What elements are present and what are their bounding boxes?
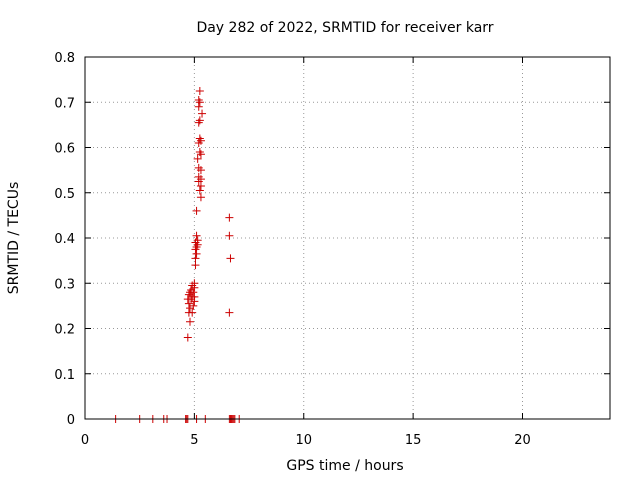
data-point <box>192 243 201 252</box>
data-point <box>195 98 204 107</box>
x-tick-label: 0 <box>81 433 89 448</box>
data-point <box>196 193 205 202</box>
plot-frame <box>84 56 611 420</box>
data-point <box>225 308 234 317</box>
x-tick-label: 20 <box>514 433 531 448</box>
data-point <box>194 102 203 111</box>
data-point <box>192 206 201 215</box>
y-axis-ticks: 0 0.1 0.2 0.3 0.4 0.5 0.6 0.7 0.8 <box>54 51 610 428</box>
data-point <box>191 254 200 263</box>
data-point <box>190 292 199 301</box>
y-tick-label: 0.5 <box>54 187 75 202</box>
data-point <box>192 249 201 258</box>
data-point <box>194 95 203 104</box>
data-point <box>192 231 201 240</box>
y-tick-label: 0.4 <box>54 232 75 247</box>
data-point <box>195 86 204 95</box>
data-point <box>196 175 205 184</box>
x-tick-label: 5 <box>190 433 198 448</box>
data-point <box>184 299 193 308</box>
data-point <box>189 301 198 310</box>
chart-title: Day 282 of 2022, SRMTID for receiver kar… <box>196 20 493 36</box>
data-point <box>194 172 203 181</box>
data-point <box>196 181 205 190</box>
y-tick-label: 0.8 <box>54 51 75 66</box>
data-point <box>194 118 203 127</box>
y-tick-label: 0 <box>67 413 75 428</box>
y-axis-label: SRMTID / TECUs <box>6 182 22 295</box>
y-tick-label: 0.6 <box>54 142 75 157</box>
y-tick-label: 0.2 <box>54 323 75 338</box>
x-tick-label: 10 <box>295 433 312 448</box>
data-point <box>191 261 200 270</box>
data-point <box>226 254 235 263</box>
x-tick-label: 15 <box>405 433 422 448</box>
data-point <box>196 136 205 145</box>
data-point <box>225 231 234 240</box>
data-points <box>111 86 244 423</box>
data-point <box>195 186 204 195</box>
data-point <box>188 281 197 290</box>
data-point <box>193 236 202 245</box>
y-tick-label: 0.1 <box>54 368 75 383</box>
data-point <box>194 138 203 147</box>
data-point <box>195 116 204 125</box>
data-point <box>188 308 197 317</box>
data-point <box>196 166 205 175</box>
grid-lines <box>85 57 610 419</box>
y-tick-label: 0.7 <box>54 96 75 111</box>
data-point <box>193 154 202 163</box>
data-point <box>194 163 203 172</box>
data-point <box>225 213 234 222</box>
data-point <box>195 134 204 143</box>
data-point <box>190 279 199 288</box>
x-axis-label: GPS time / hours <box>286 458 403 474</box>
y-tick-label: 0.3 <box>54 277 75 292</box>
data-point <box>191 238 200 247</box>
data-point <box>195 148 204 157</box>
data-point <box>183 333 192 342</box>
data-point <box>186 317 194 326</box>
x-axis-ticks: 0 5 10 15 20 <box>81 57 531 448</box>
data-point <box>198 109 207 118</box>
